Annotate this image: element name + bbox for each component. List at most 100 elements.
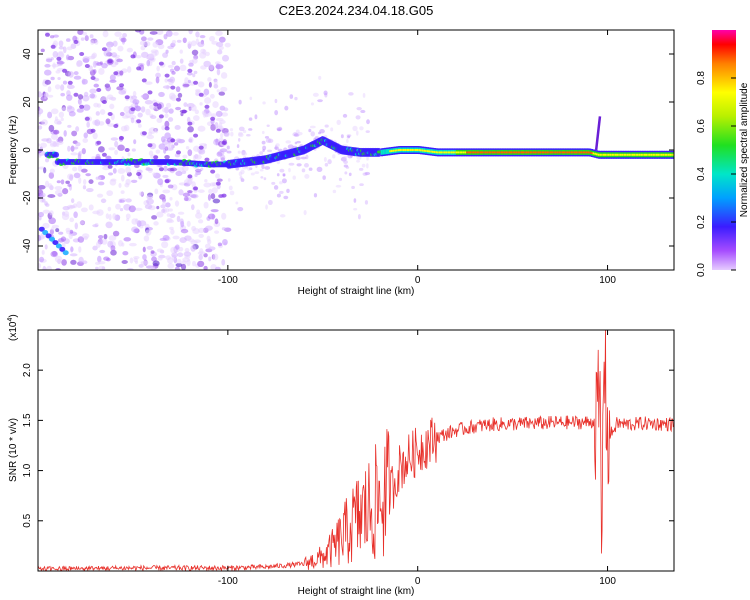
spectrogram-cell	[52, 143, 59, 147]
spectrogram-cell	[157, 103, 162, 110]
spectrogram-cell	[41, 250, 45, 255]
spectrogram-cell	[203, 265, 208, 270]
spectrogram-cell	[193, 133, 199, 138]
spectrogram-cell	[250, 172, 255, 176]
spectrogram-cell	[65, 180, 70, 184]
spectrogram-cell	[44, 244, 48, 250]
spectrogram-cell	[153, 155, 159, 160]
spectrogram-cell	[103, 233, 108, 240]
spectrogram-cell	[210, 113, 217, 118]
spectrogram-cell	[122, 32, 127, 38]
spectrogram-cell	[537, 151, 541, 154]
spectrogram-cell	[175, 150, 181, 155]
spectrogram-cell	[210, 124, 216, 131]
spectrogram-cell	[236, 144, 240, 148]
spectrogram-cell	[289, 94, 294, 99]
spectrogram-cell	[54, 185, 63, 191]
spectrogram-cell	[645, 153, 648, 156]
spectrogram-cell	[145, 56, 154, 60]
spectrogram-cell	[336, 119, 341, 126]
spectrogram-cell	[207, 77, 212, 82]
spectrogram-cell	[70, 198, 75, 204]
spectrogram-cell	[198, 145, 204, 150]
spectrogram-cell	[281, 178, 287, 184]
spectrogram-cell	[147, 90, 153, 95]
spectrogram-cell	[602, 153, 606, 156]
spectrogram-cell	[589, 151, 592, 154]
spectrogram-cell	[78, 150, 82, 157]
spectrogram-cell	[54, 189, 63, 196]
spectrogram-cell	[88, 179, 94, 184]
spectrogram-cell	[223, 131, 230, 137]
spectrogram-cell	[65, 227, 71, 233]
spectrogram-cell	[157, 178, 164, 186]
spectrogram-cell	[79, 220, 85, 225]
spectrogram-cell	[125, 166, 131, 174]
spectrogram-cell	[348, 92, 354, 96]
spectrogram-cell	[288, 162, 295, 166]
spectrogram-cell	[168, 117, 174, 122]
spectrogram-cell	[176, 39, 182, 43]
spectrogram-cell	[170, 85, 176, 90]
spectrogram-cell	[214, 230, 220, 234]
spectrogram-cell	[108, 147, 116, 151]
spectrogram-cell	[221, 227, 227, 231]
spectrogram-cell	[631, 153, 635, 156]
spectrogram-cell	[62, 250, 69, 256]
spectrogram-cell	[93, 83, 99, 88]
spectrogram-cell	[551, 151, 554, 154]
snr-ytick-label: 0.5	[22, 513, 33, 527]
spectrogram-cell	[66, 105, 73, 110]
svg-text:(x104): (x104)	[7, 314, 19, 341]
spectrogram-cell	[584, 151, 587, 154]
spectrogram-cell	[235, 167, 240, 171]
spectrogram-cell	[45, 158, 50, 163]
spectrogram-cell	[40, 142, 47, 148]
spectrogram-cell	[210, 116, 216, 121]
spectrogram-cell	[145, 229, 152, 236]
spectrogram-cell	[45, 58, 53, 63]
spectrogram-cell	[39, 256, 45, 263]
spectrogram-cell	[481, 151, 484, 154]
spectrogram-cell	[212, 198, 221, 204]
spectrogram-cell	[192, 73, 196, 78]
spectrogram-cell	[220, 86, 228, 92]
spectrogram-cell	[220, 72, 228, 79]
spectrogram-cell	[63, 210, 70, 218]
spectrogram-cell	[140, 106, 146, 113]
spectrogram-cell	[113, 124, 119, 128]
spectrogram-cell	[121, 242, 125, 247]
spectrogram-cell	[73, 211, 78, 219]
spectrogram-cell	[94, 119, 101, 127]
spectrogram-cell	[42, 267, 48, 270]
spectrogram-cell	[50, 76, 55, 81]
spectrogram-cell	[42, 230, 49, 236]
spectrogram-cell	[44, 79, 52, 85]
spectrogram-cell	[365, 130, 370, 133]
spectrogram-cell	[218, 91, 226, 96]
spectrogram-ylabel: Frequency (Hz)	[8, 116, 19, 185]
spectrogram-cell	[483, 151, 486, 154]
spectrogram-cell	[455, 151, 459, 154]
spectrogram-cell	[276, 127, 283, 131]
spectrogram-cell	[83, 132, 88, 139]
spectrogram-cell	[259, 151, 264, 155]
spectrogram-cell	[114, 140, 119, 148]
spectrogram-cell	[72, 166, 78, 172]
spectrogram-cell	[140, 260, 149, 265]
spectrogram-xtick-label: 0	[415, 275, 421, 286]
spectrogram-cell	[459, 151, 462, 154]
spectrogram-cell	[292, 175, 296, 180]
spectrogram-cell	[548, 151, 551, 154]
spectrogram-cell	[267, 199, 273, 206]
spectrogram-cell	[79, 52, 85, 56]
spectrogram-cell	[99, 61, 103, 65]
spectrogram-cell	[67, 124, 72, 128]
spectrogram-cell	[380, 149, 383, 155]
spectrogram-cell	[282, 174, 286, 177]
spectrogram-cell	[392, 149, 395, 152]
spectrogram-cell	[190, 104, 197, 112]
spectrogram-cell	[636, 153, 640, 156]
spectrogram-cell	[364, 171, 371, 176]
spectrogram-cell	[626, 153, 629, 156]
